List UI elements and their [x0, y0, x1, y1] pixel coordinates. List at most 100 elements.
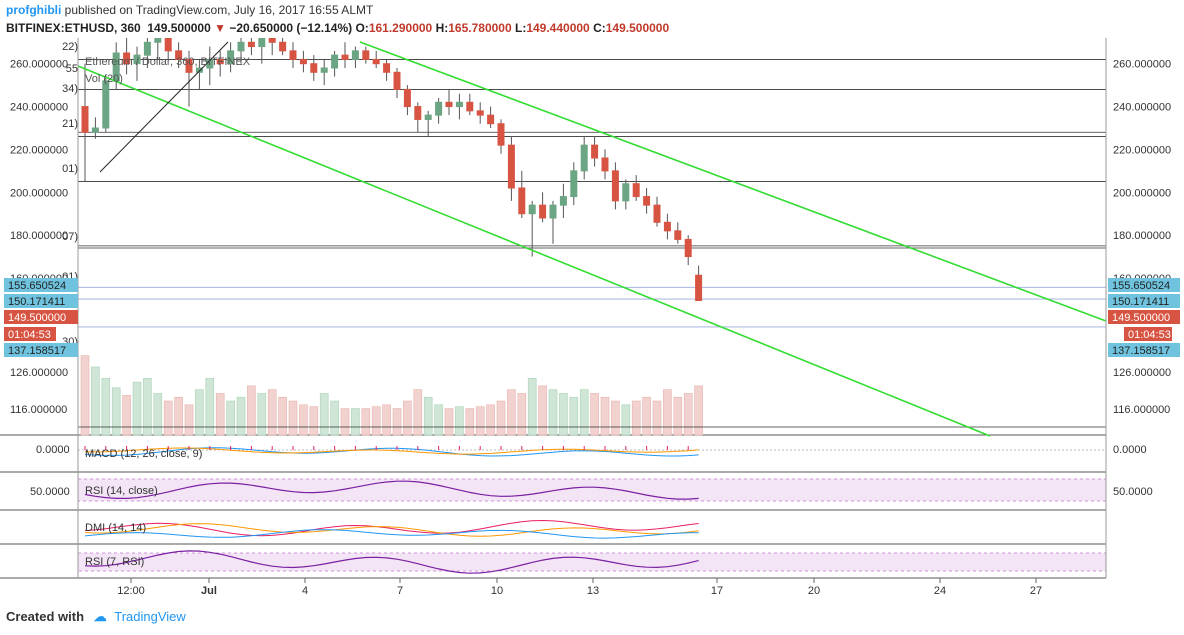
candle-body	[601, 157, 609, 172]
volume-bar	[475, 406, 485, 436]
level-label-left: 07)	[62, 231, 78, 243]
high-value: 165.780000	[448, 21, 512, 35]
candle-body	[559, 196, 567, 206]
candle-body	[414, 106, 422, 120]
price-label-left: 149.500000	[8, 312, 66, 324]
volume-bar	[423, 396, 433, 436]
rsi2-label: RSI (7, RSI)	[85, 556, 144, 568]
candle-body	[154, 38, 162, 43]
y-tick-label-left: 200.000000	[10, 187, 68, 199]
candle-body	[237, 41, 245, 52]
volume-bar	[517, 393, 527, 436]
volume-bar	[642, 396, 651, 436]
volume-bar	[673, 396, 683, 436]
rsi-axis-label: 50.0000	[1113, 486, 1153, 498]
x-tick-label: 27	[1030, 585, 1042, 597]
candle-body	[632, 183, 640, 198]
candle-body	[507, 144, 515, 189]
price-label-bg-right	[1108, 294, 1180, 308]
candle-body	[185, 58, 193, 73]
candle-body	[372, 58, 380, 65]
channel-lines	[77, 41, 1107, 437]
low-value: 149.440000	[526, 21, 590, 35]
volume-bar	[652, 400, 662, 436]
volume-bar	[403, 400, 412, 436]
indicator-line	[84, 447, 699, 457]
candle-body	[403, 88, 411, 108]
price-label-bg-left	[4, 327, 56, 341]
candle-body	[591, 144, 599, 159]
candle-body	[341, 54, 349, 60]
volume-bar	[267, 389, 277, 436]
price-label-left: 137.158517	[8, 345, 66, 357]
volume-bar	[330, 400, 339, 436]
volume-bar	[111, 387, 121, 436]
candle-body	[643, 196, 651, 206]
open-label: O:	[355, 21, 369, 35]
volume-bar	[340, 408, 350, 436]
candle-body	[476, 110, 484, 116]
candle-body	[362, 50, 370, 60]
volume-bar	[527, 378, 537, 436]
volume-bar	[621, 404, 631, 436]
price-label-bg-right	[1108, 278, 1180, 292]
published-line: profghibli published on TradingView.com,…	[6, 3, 373, 17]
last-price: 149.500000	[147, 21, 211, 35]
x-tick-label: 17	[711, 585, 723, 597]
y-tick-label: 180.000000	[1113, 230, 1171, 242]
volume-bar	[236, 396, 246, 436]
author-name[interactable]: profghibli	[6, 3, 62, 17]
candle-body	[227, 50, 235, 65]
candle-body	[528, 204, 536, 215]
volume-bar	[143, 378, 152, 436]
volume-bar	[538, 385, 547, 436]
candle-body	[424, 114, 432, 120]
candle-body	[123, 52, 131, 65]
y-tick-label: 200.000000	[1113, 187, 1171, 199]
volume-bar	[205, 378, 215, 436]
volume-bar	[465, 408, 475, 436]
volume-bar	[444, 408, 454, 436]
tradingview-brand[interactable]: TradingView	[114, 609, 186, 624]
tradingview-logo-icon: ☁	[93, 609, 107, 624]
rsi2-band	[77, 552, 1107, 572]
volume-bar	[579, 389, 589, 436]
candle-body	[518, 187, 526, 215]
candle-body	[164, 38, 172, 52]
volume-bar	[257, 393, 267, 436]
candle-body	[466, 101, 474, 112]
y-tick-label: 220.000000	[1113, 144, 1171, 156]
price-label-bg-right	[1108, 343, 1180, 357]
price-label-left: 155.650524	[8, 280, 66, 292]
candle-body	[175, 50, 183, 60]
candle-body	[143, 41, 151, 56]
candle-body	[549, 204, 557, 219]
x-tick-label: 4	[302, 585, 308, 597]
x-tick-label: 20	[808, 585, 820, 597]
down-arrow-icon: ▼	[214, 21, 227, 35]
y-tick-label-left: 126.000000	[10, 367, 68, 379]
level-label-left: 55	[66, 63, 78, 75]
high-label: H:	[435, 21, 449, 35]
candle-body	[497, 123, 505, 146]
candle-body	[247, 41, 255, 48]
y-tick-label: 240.000000	[1113, 102, 1171, 114]
price-label-left: 01:04:53	[8, 329, 51, 341]
volume-bar	[184, 404, 194, 436]
volume-bar	[163, 400, 173, 436]
price-label-bg-left	[4, 294, 78, 308]
price-label-bg-left	[4, 343, 78, 357]
macd-axis-label-left: 0.0000	[36, 444, 70, 456]
candle-body	[268, 38, 276, 43]
y-tick-label-left: 180.000000	[10, 230, 68, 242]
candle-body	[91, 127, 99, 133]
volume-bar	[351, 408, 360, 436]
channel-lower-line	[77, 65, 991, 437]
created-with: Created with	[6, 609, 85, 624]
volume-bar	[496, 400, 506, 436]
candle-body	[331, 54, 339, 69]
candle-body	[653, 204, 661, 223]
volume-bar	[195, 389, 204, 436]
